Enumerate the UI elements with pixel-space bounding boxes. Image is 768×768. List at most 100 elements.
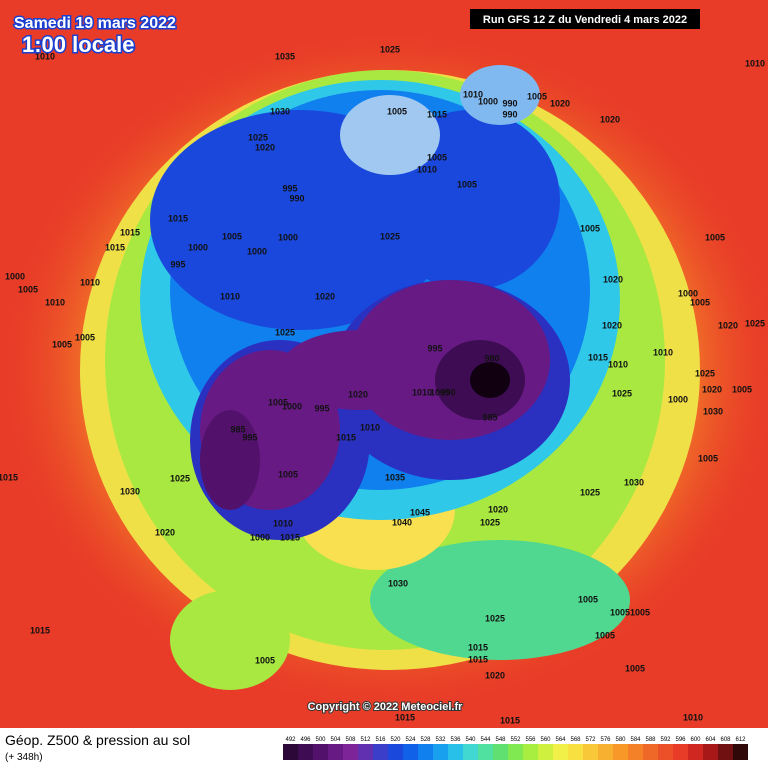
pressure-label: 1025	[695, 368, 715, 378]
pressure-label: 1005	[630, 607, 650, 617]
colorbar-label: 508	[345, 737, 356, 743]
colorbar-swatch	[643, 744, 658, 760]
legend-title: Géop. Z500 & pression au sol	[5, 732, 190, 748]
pressure-label: 1030	[388, 578, 408, 588]
pressure-label: 990	[440, 387, 455, 397]
pressure-label: 1025	[275, 327, 295, 337]
pressure-label: 1015	[105, 242, 125, 252]
pressure-label: 1020	[315, 291, 335, 301]
pressure-label: 1040	[392, 517, 412, 527]
pressure-label: 1030	[120, 486, 140, 496]
time: 1:00 locale	[22, 32, 135, 57]
pressure-label: 995	[170, 259, 185, 269]
pressure-label: 1010	[417, 164, 437, 174]
colorbar-swatch	[358, 744, 373, 760]
pressure-label: 1000	[478, 96, 498, 106]
colorbar-swatch	[478, 744, 493, 760]
colorbar-label: 560	[540, 737, 551, 743]
colorbar-label: 568	[570, 737, 581, 743]
colorbar-swatch	[283, 744, 298, 760]
pressure-label: 1010	[360, 422, 380, 432]
colorbar-swatch	[388, 744, 403, 760]
pressure-label: 1020	[702, 384, 722, 394]
pressure-label: 995	[314, 403, 329, 413]
colorbar: 492 496 500 504 508 512 516 520 524 528 532 536 540 5…	[283, 737, 748, 760]
pressure-label: 1015	[280, 532, 300, 542]
pressure-label: 1020	[550, 98, 570, 108]
legend-subtitle: (+ 348h)	[5, 752, 43, 763]
pressure-label: 985	[230, 424, 245, 434]
pressure-label: 1015	[468, 654, 488, 664]
colorbar-label: 528	[420, 737, 431, 743]
pressure-label: 1005	[610, 607, 630, 617]
pressure-label: 1025	[485, 613, 505, 623]
colorbar-swatch	[613, 744, 628, 760]
pressure-label: 1005	[527, 91, 547, 101]
pressure-label: 1015	[468, 642, 488, 652]
pressure-label: 1030	[703, 406, 723, 416]
pressure-label: 1035	[385, 472, 405, 482]
colorbar-label: 544	[480, 737, 491, 743]
colorbar-swatch	[313, 744, 328, 760]
colorbar-swatch	[328, 744, 343, 760]
pressure-label: 990	[289, 193, 304, 203]
pressure-label: 1035	[275, 51, 295, 61]
colorbar-swatch	[433, 744, 448, 760]
colorbar-swatch	[688, 744, 703, 760]
pressure-label: 980	[484, 353, 499, 363]
pressure-label: 1000	[188, 242, 208, 252]
colorbar-label: 492	[285, 737, 296, 743]
header: Samedi 19 mars 2022 1:00 locale Run GFS …	[13, 9, 700, 714]
colorbar-label: 552	[510, 737, 521, 743]
pressure-label: 1005	[595, 630, 615, 640]
colorbar-label: 512	[360, 737, 371, 743]
colorbar-swatch	[403, 744, 418, 760]
pressure-label: 1010	[80, 277, 100, 287]
pressure-label: 1005	[18, 284, 38, 294]
pressure-label: 1015	[427, 109, 447, 119]
pressure-label: 990	[502, 98, 517, 108]
colorbar-swatch	[373, 744, 388, 760]
colorbar-label: 584	[630, 737, 641, 743]
colorbar-label: 532	[435, 737, 446, 743]
date: Samedi 19 mars 2022	[14, 15, 176, 32]
pressure-label: 1015	[336, 432, 356, 442]
colorbar-label: 608	[720, 737, 731, 743]
colorbar-swatch	[703, 744, 718, 760]
pressure-label: 1020	[155, 527, 175, 537]
colorbar-label: 504	[330, 737, 341, 743]
pressure-label: 985	[482, 412, 497, 422]
pressure-label: 1015	[120, 227, 140, 237]
pressure-label: 995	[242, 432, 257, 442]
colorbar-label: 576	[600, 737, 611, 743]
colorbar-swatch	[733, 744, 748, 760]
colorbar-swatch	[673, 744, 688, 760]
pressure-label: 1025	[380, 44, 400, 54]
colorbar-swatch	[553, 744, 568, 760]
pressure-label: 1005	[625, 663, 645, 673]
pressure-label: 1000	[5, 271, 25, 281]
pressure-label: 995	[427, 343, 442, 353]
pressure-label: 1030	[624, 477, 644, 487]
pressure-label: 1010	[35, 51, 55, 61]
colorbar-label: 600	[690, 737, 701, 743]
pressure-label: 1005	[268, 397, 288, 407]
pressure-label: 1045	[410, 507, 430, 517]
colorbar-label: 612	[735, 737, 746, 743]
pressure-label: 1010	[220, 291, 240, 301]
pressure-label: 1010	[45, 297, 65, 307]
colorbar-swatch	[448, 744, 463, 760]
pressure-label: 1005	[255, 655, 275, 665]
pressure-label: 1000	[678, 288, 698, 298]
pressure-label: 1000	[278, 232, 298, 242]
pressure-label: 1005	[705, 232, 725, 242]
pressure-label: 1020	[602, 320, 622, 330]
colorbar-swatch	[463, 744, 478, 760]
colorbar-label: 556	[525, 737, 536, 743]
colorbar-swatch	[583, 744, 598, 760]
pressure-label: 1010	[653, 347, 673, 357]
colorbar-label: 596	[675, 737, 686, 743]
pressure-label: 1015	[395, 712, 415, 722]
pressure-label: 1025	[248, 132, 268, 142]
colorbar-label: 580	[615, 737, 626, 743]
